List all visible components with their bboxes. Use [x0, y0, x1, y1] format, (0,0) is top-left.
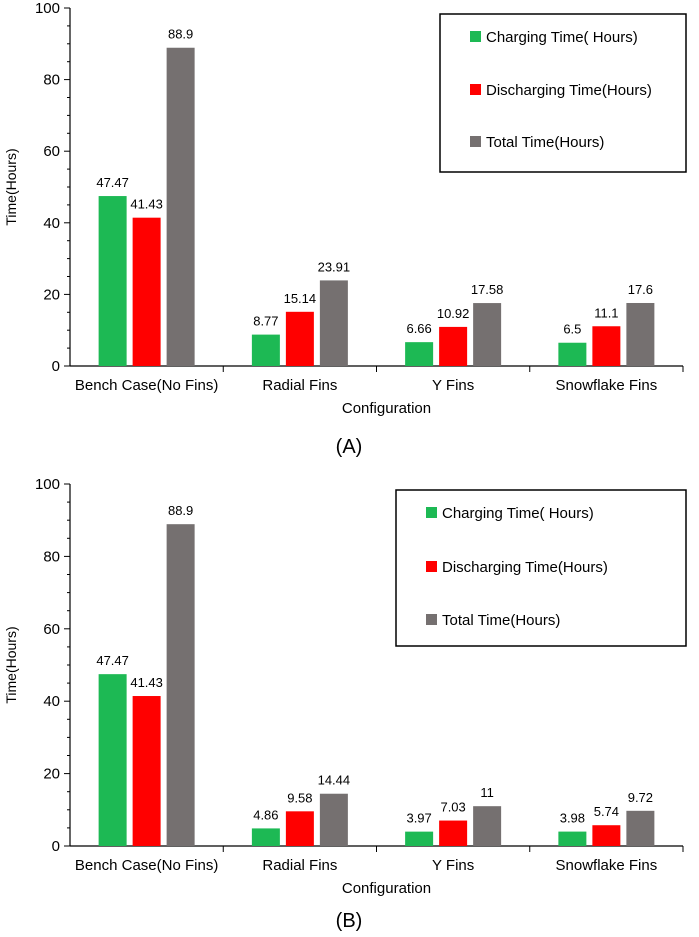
chart-b-y-tick-label: 80	[43, 548, 60, 565]
chart-b-bar	[473, 806, 502, 846]
chart-a-category-label: Snowflake Fins	[556, 377, 658, 394]
chart-b-legend-box	[395, 489, 687, 647]
chart-b-bar	[166, 524, 195, 846]
chart-b-data-label: 88.9	[168, 503, 193, 518]
chart-b-bar	[319, 793, 348, 846]
chart-b-legend-label: Total Time(Hours)	[442, 612, 560, 629]
chart-b-category-label: Bench Case(No Fins)	[75, 857, 218, 874]
chart-a-legend-swatch	[470, 136, 481, 147]
chart-b-category-label: Radial Fins	[262, 857, 337, 874]
chart-a-y-tick-label: 60	[43, 143, 60, 160]
chart-a-x-axis-title: Configuration	[342, 400, 431, 417]
chart-b-panel-label: (B)	[336, 910, 363, 932]
chart-a-bar	[473, 303, 502, 366]
chart-b-data-label: 3.98	[560, 811, 585, 826]
chart-b-legend-label: Charging Time( Hours)	[442, 505, 594, 522]
chart-b-legend-label: Discharging Time(Hours)	[442, 559, 608, 576]
chart-b-legend-swatch	[426, 561, 437, 572]
chart-a-legend-label: Total Time(Hours)	[486, 134, 604, 151]
chart-a-bar	[251, 334, 280, 366]
chart-a-data-label: 41.43	[130, 197, 163, 212]
chart-b-data-label: 41.43	[130, 675, 163, 690]
chart-b-category-label: Y Fins	[432, 857, 474, 874]
chart-b-bar	[405, 831, 434, 846]
chart-b-bar	[285, 811, 314, 846]
chart-b-data-label: 11	[480, 785, 494, 800]
chart-b-bar	[592, 825, 621, 846]
chart-b-y-tick-label: 20	[43, 766, 60, 783]
chart-a-category-label: Bench Case(No Fins)	[75, 377, 218, 394]
chart-a-bar	[166, 47, 195, 366]
chart-a-data-label: 88.9	[168, 27, 193, 42]
chart-a-data-label: 23.91	[318, 259, 351, 274]
chart-b-bar	[558, 831, 587, 846]
chart-a-bar	[626, 302, 655, 366]
chart-b-data-label: 4.86	[253, 807, 278, 822]
chart-b-data-label: 3.97	[406, 811, 431, 826]
chart-a-legend-swatch	[470, 31, 481, 42]
chart-a-legend-swatch	[470, 84, 481, 95]
chart-b-y-tick-label: 0	[52, 838, 60, 855]
chart-a-panel-label: (A)	[336, 436, 363, 458]
chart-b-x-axis-title: Configuration	[342, 880, 431, 897]
chart-a-legend-label: Discharging Time(Hours)	[486, 82, 652, 99]
chart-a-data-label: 17.58	[471, 282, 504, 297]
chart-a-bar	[285, 311, 314, 366]
chart-a-svg: 0 20 40 60 80 100 Time(Hours) Bench Case(No Fin…	[3, 0, 687, 458]
chart-a-y-tick-label: 80	[43, 72, 60, 89]
chart-a-y-tick-label: 20	[43, 286, 60, 303]
chart-a-y-tick-label: 0	[52, 358, 60, 375]
chart-a-bar	[98, 196, 127, 366]
chart-b-bar	[439, 820, 468, 846]
chart-b-data-label: 7.03	[440, 800, 465, 815]
chart-b-data-label: 14.44	[318, 773, 351, 788]
chart-a-legend-label: Charging Time( Hours)	[486, 29, 638, 46]
chart-a-data-label: 8.77	[253, 314, 278, 329]
chart-a-bar	[592, 326, 621, 366]
chart-b-data-label: 9.58	[287, 790, 312, 805]
chart-a-bar	[558, 342, 587, 366]
chart-b-y-tick-label: 60	[43, 621, 60, 638]
chart-a-data-label: 47.47	[96, 175, 129, 190]
chart-a-y-axis-title: Time(Hours)	[3, 148, 19, 225]
chart-a-data-label: 10.92	[437, 306, 470, 321]
chart-panel-b: 0 20 40 60 80 100 Time(Hours) Bench Case(No Fin…	[0, 470, 699, 937]
chart-b-svg: 0 20 40 60 80 100 Time(Hours) Bench Case(No Fin…	[3, 476, 687, 932]
chart-a-data-label: 11.1	[594, 305, 618, 320]
chart-a-bar	[319, 280, 348, 366]
chart-a-category-label: Radial Fins	[262, 377, 337, 394]
chart-b-bar	[132, 696, 161, 846]
chart-a-y-tick-label: 40	[43, 215, 60, 232]
chart-a-data-label: 6.66	[406, 321, 431, 336]
chart-a-bar	[439, 326, 468, 366]
chart-a-category-label: Y Fins	[432, 377, 474, 394]
chart-b-y-tick-label: 40	[43, 693, 60, 710]
chart-b-bar	[98, 674, 127, 846]
chart-b-data-label: 5.74	[594, 804, 619, 819]
chart-a-bar	[132, 217, 161, 366]
chart-b-legend-swatch	[426, 507, 437, 518]
chart-panel-a: 0 20 40 60 80 100 Time(Hours) Bench Case(No Fin…	[0, 0, 699, 465]
chart-b-legend-swatch	[426, 614, 437, 625]
chart-a-data-label: 17.6	[628, 282, 653, 297]
chart-b-category-label: Snowflake Fins	[556, 857, 658, 874]
chart-b-data-label: 9.72	[628, 790, 653, 805]
chart-a-data-label: 15.14	[284, 291, 317, 306]
chart-b-y-tick-label: 100	[35, 476, 60, 493]
chart-b-bar	[251, 828, 280, 846]
chart-b-y-axis-title: Time(Hours)	[3, 626, 19, 703]
chart-a-y-tick-label: 100	[35, 0, 60, 17]
chart-a-bar	[405, 342, 434, 366]
chart-b-data-label: 47.47	[96, 653, 129, 668]
chart-a-data-label: 6.5	[563, 322, 581, 337]
chart-b-bar	[626, 810, 655, 846]
